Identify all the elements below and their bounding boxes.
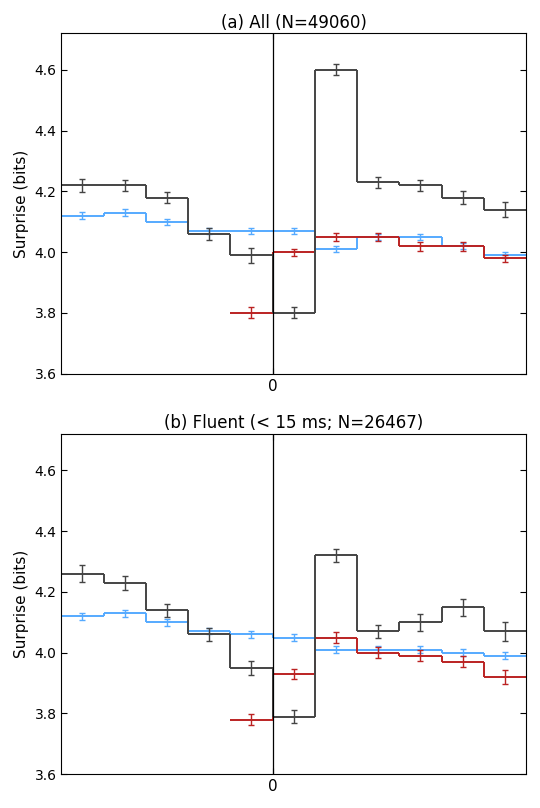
Title: (b) Fluent (< 15 ms; N=26467): (b) Fluent (< 15 ms; N=26467) <box>164 415 423 432</box>
Title: (a) All (N=49060): (a) All (N=49060) <box>221 14 367 32</box>
Y-axis label: Surprise (bits): Surprise (bits) <box>14 149 29 258</box>
Y-axis label: Surprise (bits): Surprise (bits) <box>14 550 29 659</box>
